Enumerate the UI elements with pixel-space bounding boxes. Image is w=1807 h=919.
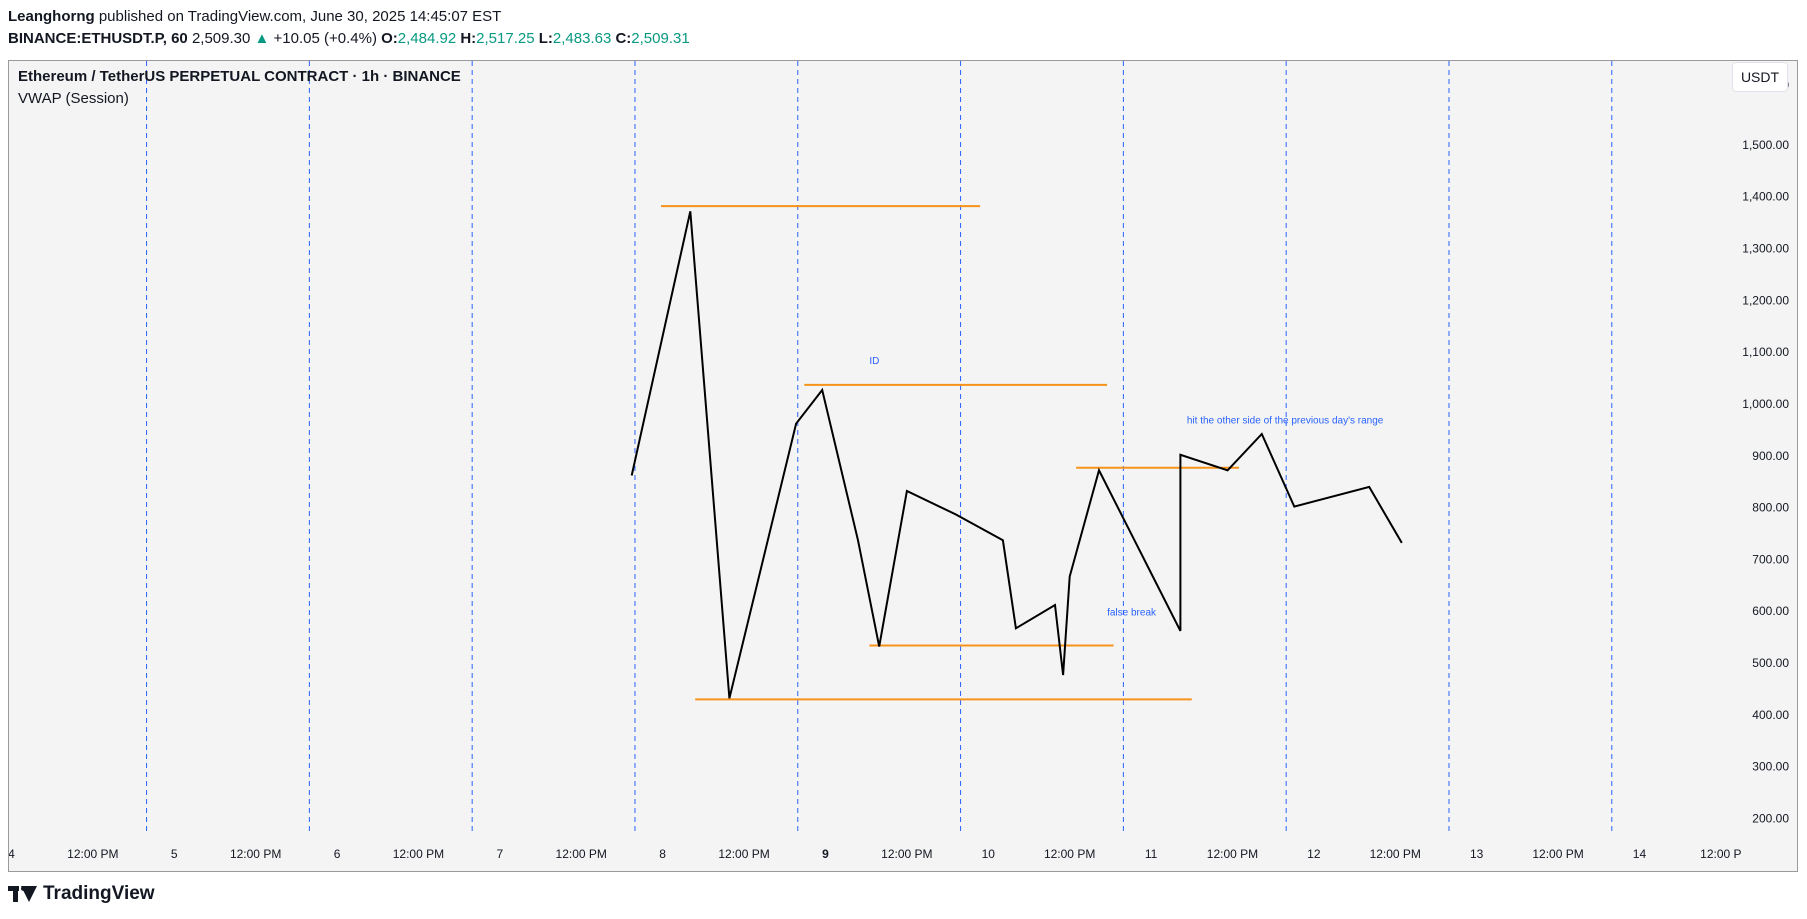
symbol-label: BINANCE:ETHUSDT.P, 60 <box>8 30 188 47</box>
y-tick-label: 1,300.00 <box>1742 242 1789 256</box>
x-tick-label: 7 <box>497 847 504 861</box>
x-tick-label: 12:00 P <box>1700 847 1741 861</box>
y-tick-label: 700.00 <box>1752 552 1789 566</box>
x-tick-label: 12:00 PM <box>393 847 444 861</box>
x-tick-label: 12:00 PM <box>1207 847 1258 861</box>
y-tick-label: 900.00 <box>1752 449 1789 463</box>
close-label: C: <box>615 30 632 47</box>
indicator-label[interactable]: VWAP (Session) <box>18 90 129 107</box>
x-tick-label: 12:00 PM <box>718 847 769 861</box>
open-label: O: <box>381 30 398 47</box>
low-value: 2,483.63 <box>552 30 612 47</box>
low-label: L: <box>538 30 553 47</box>
y-tick-label: 200.00 <box>1752 811 1789 825</box>
x-tick-label: 14 <box>1633 847 1647 861</box>
y-tick-label: 1,000.00 <box>1742 397 1789 411</box>
x-tick-label: 8 <box>659 847 666 861</box>
y-tick-label: 1,400.00 <box>1742 190 1789 204</box>
y-tick-label: 1,200.00 <box>1742 293 1789 307</box>
high-value: 2,517.25 <box>476 30 535 47</box>
x-tick-label: 12:00 PM <box>1044 847 1095 861</box>
tradingview-logo-icon <box>8 886 38 902</box>
author-name[interactable]: Leanghorng <box>8 8 95 25</box>
x-tick-label: 12:00 PM <box>1532 847 1583 861</box>
y-tick-label: 500.00 <box>1752 656 1789 670</box>
last-price: 2,509.30 <box>191 30 251 47</box>
currency-button[interactable]: USDT <box>1732 62 1788 92</box>
y-tick-label: 400.00 <box>1752 708 1789 722</box>
x-tick-label: 5 <box>171 847 178 861</box>
x-tick-label: 12:00 PM <box>881 847 932 861</box>
x-tick-label: 12:00 PM <box>1370 847 1421 861</box>
published-text: published on TradingView.com, June 30, 2… <box>98 8 502 25</box>
chart-frame[interactable]: 200.00 300.00 400.00 500.00 600.00 700.00 800.… <box>8 60 1798 872</box>
y-tick-label: 600.00 <box>1752 604 1789 618</box>
high-label: H: <box>460 30 477 47</box>
tradingview-logo[interactable]: TradingView <box>8 883 155 905</box>
symbol-description[interactable]: Ethereum / TetherUS PERPETUAL CONTRACT ·… <box>18 68 461 85</box>
x-tick-label: 4 <box>9 847 15 861</box>
close-value: 2,509.31 <box>631 30 690 47</box>
x-tick-label: 12:00 PM <box>230 847 281 861</box>
chart-legend: Ethereum / TetherUS PERPETUAL CONTRACT ·… <box>18 66 461 110</box>
y-tick-label: 300.00 <box>1752 760 1789 774</box>
chart-annotation: ID <box>869 356 879 367</box>
x-tick-label: 10 <box>982 847 996 861</box>
y-tick-label: 1,500.00 <box>1742 138 1789 152</box>
x-tick-label: 11 <box>1145 847 1158 861</box>
y-tick-label: 800.00 <box>1752 501 1789 515</box>
y-tick-label: 1,100.00 <box>1742 345 1789 359</box>
x-tick-label: 13 <box>1470 847 1484 861</box>
x-tick-label: 12 <box>1307 847 1321 861</box>
x-tick-label: 9 <box>822 847 829 861</box>
x-tick-label: 12:00 PM <box>556 847 607 861</box>
price-line-series <box>630 211 1403 699</box>
chart-annotation: hit the other side of the previous day's… <box>1187 416 1384 427</box>
logo-text: TradingView <box>43 883 155 904</box>
up-arrow-icon: ▲ <box>254 30 270 47</box>
price-change: +10.05 (+0.4%) <box>273 30 377 47</box>
x-tick-label: 6 <box>334 847 341 861</box>
price-chart[interactable]: 200.00 300.00 400.00 500.00 600.00 700.00 800.… <box>9 61 1797 871</box>
x-tick-label: 12:00 PM <box>67 847 118 861</box>
chart-annotation: false break <box>1107 607 1157 618</box>
open-value: 2,484.92 <box>397 30 457 47</box>
chart-header: Leanghorng published on TradingView.com,… <box>8 6 690 50</box>
